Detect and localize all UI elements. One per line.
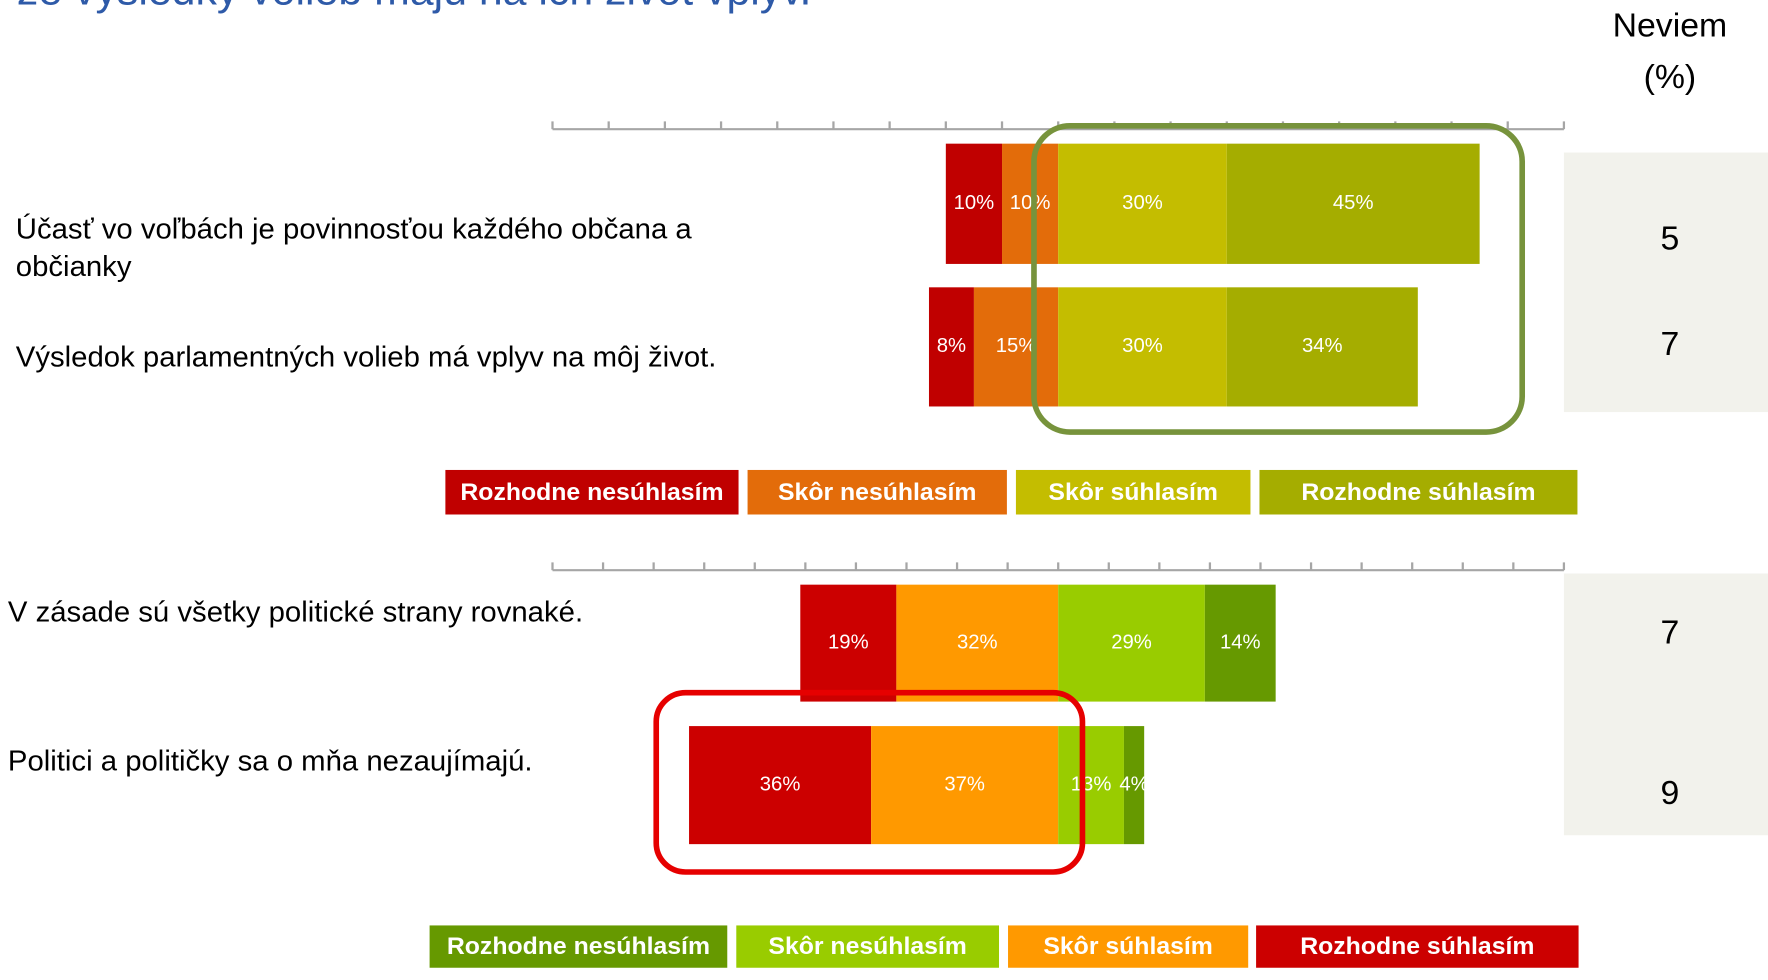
data-label: 8% bbox=[937, 335, 966, 357]
legend-label: Skôr súhlasím bbox=[1043, 933, 1212, 960]
legend-label: Rozhodne nesúhlasím bbox=[447, 933, 710, 960]
neviem-value: 7 bbox=[1660, 326, 1679, 363]
bar-segment bbox=[896, 584, 1059, 702]
bar-segment bbox=[1002, 143, 1059, 264]
legend-swatch bbox=[1256, 925, 1579, 968]
bar-segment bbox=[1058, 143, 1227, 264]
data-label: 13% bbox=[1071, 774, 1112, 796]
legend-label: Skôr nesúhlasím bbox=[768, 933, 966, 960]
neviem-header: (%) bbox=[1644, 59, 1697, 96]
data-label: 10% bbox=[954, 192, 995, 214]
bar-segment bbox=[689, 726, 872, 845]
neviem-panel bbox=[1563, 152, 1768, 413]
data-label: 30% bbox=[1122, 335, 1163, 357]
slide-title: že výsledky volieb majú na ich život vpl… bbox=[17, 0, 811, 14]
row-label: Politici a političky sa o mňa nezaujímaj… bbox=[7, 743, 533, 778]
bar-segment bbox=[1058, 287, 1227, 407]
neviem-value: 5 bbox=[1660, 221, 1679, 258]
legend-swatch bbox=[747, 469, 1007, 515]
neviem-header: Neviem bbox=[1613, 8, 1728, 45]
data-label: 36% bbox=[760, 774, 801, 796]
data-label: 29% bbox=[1111, 632, 1152, 654]
data-label: 14% bbox=[1220, 632, 1261, 654]
neviem-value: 9 bbox=[1660, 775, 1679, 812]
row-label-text: Účasť vo voľbách je povinnosťou každého … bbox=[15, 211, 692, 283]
bar-segment bbox=[1204, 584, 1276, 702]
row-label: V zásade sú všetky politické strany rovn… bbox=[7, 594, 584, 629]
legend-swatch bbox=[1015, 469, 1251, 515]
legend-swatch bbox=[1008, 925, 1249, 968]
charts: 10% 10% 30% 45% Účasť vo voľbách je povinnos… bbox=[7, 121, 1768, 968]
data-label: 4% bbox=[1119, 774, 1148, 796]
bar-segment bbox=[1058, 726, 1124, 845]
row-label-text: V zásade sú všetky politické strany rovn… bbox=[7, 594, 584, 629]
legend-label: Skôr súhlasím bbox=[1048, 479, 1217, 506]
bar-segment bbox=[945, 143, 1003, 264]
legend-label: Rozhodne nesúhlasím bbox=[460, 479, 723, 506]
row-label: Účasť vo voľbách je povinnosťou každého … bbox=[15, 211, 692, 283]
bar-segment bbox=[1226, 143, 1480, 264]
legend-swatch bbox=[429, 925, 728, 968]
bar-segment bbox=[800, 584, 897, 702]
bar-segment bbox=[928, 287, 974, 407]
row-label-text: Politici a političky sa o mňa nezaujímaj… bbox=[7, 743, 533, 778]
bar-segment bbox=[973, 287, 1059, 407]
legend-label: Rozhodne súhlasím bbox=[1301, 479, 1535, 506]
bar-segment bbox=[1226, 287, 1418, 407]
data-label: 34% bbox=[1302, 335, 1343, 357]
data-label: 37% bbox=[944, 774, 985, 796]
data-label: 10% bbox=[1010, 192, 1051, 214]
row-label-text: Výsledok parlamentných volieb má vplyv n… bbox=[15, 339, 717, 374]
neviem-value: 7 bbox=[1660, 615, 1679, 652]
highlight-agree bbox=[653, 689, 1086, 875]
legend-swatch bbox=[736, 925, 1000, 968]
row-label: Výsledok parlamentných volieb má vplyv n… bbox=[15, 339, 717, 374]
data-label: 30% bbox=[1122, 192, 1163, 214]
legend-label: Rozhodne súhlasím bbox=[1300, 933, 1534, 960]
data-label: 45% bbox=[1333, 192, 1374, 214]
highlight-agree bbox=[1031, 123, 1526, 435]
data-label: 32% bbox=[957, 632, 998, 654]
bar-segment bbox=[1123, 726, 1145, 845]
bar-segment bbox=[871, 726, 1059, 845]
bar-segment bbox=[1058, 584, 1205, 702]
legend-label: Skôr nesúhlasím bbox=[778, 479, 976, 506]
legend-swatch bbox=[445, 469, 739, 515]
data-label: 15% bbox=[996, 335, 1037, 357]
data-label: 19% bbox=[828, 632, 869, 654]
neviem-panel bbox=[1563, 573, 1768, 836]
legend-swatch bbox=[1259, 469, 1578, 515]
